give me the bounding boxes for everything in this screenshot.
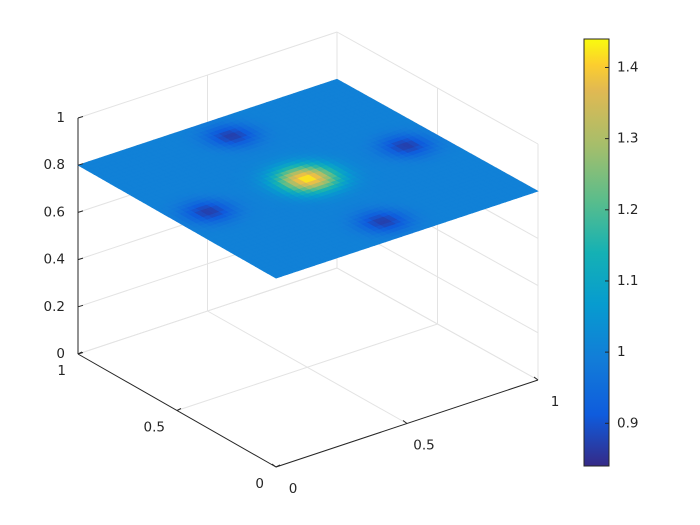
colorbar-tick-label: 1 xyxy=(617,344,626,360)
y-tick-label: 0.5 xyxy=(144,420,165,436)
x-tick-mark xyxy=(271,463,277,468)
colorbar-tick-label: 1.4 xyxy=(617,59,638,75)
z-tick-label: 0.8 xyxy=(44,157,65,173)
z-tick-label: 0.2 xyxy=(44,299,65,315)
colorbar: 0.9 1 1.1 1.2 1.3 1.4 xyxy=(583,38,638,467)
z-tick-mark xyxy=(77,210,84,213)
x-tick-mark xyxy=(402,420,408,424)
z-tick-label: 0.6 xyxy=(44,204,65,220)
z-tick-mark xyxy=(77,163,84,166)
z-tick-label: 0 xyxy=(56,346,65,362)
side-wall-grid-horizontal xyxy=(336,31,539,145)
back-wall-grid-horizontal xyxy=(77,267,338,355)
x-tick-label: 0.5 xyxy=(413,438,434,454)
z-tick-label: 0.4 xyxy=(44,252,65,268)
y-tick-mark xyxy=(77,351,83,355)
z-tick-mark xyxy=(77,116,84,119)
x-tick-mark xyxy=(533,376,539,381)
colorbar-tick-label: 1.2 xyxy=(617,202,638,218)
y-tick-label: 0 xyxy=(255,476,264,492)
colorbar-tick-label: 1.1 xyxy=(617,273,638,289)
colorbar-tick-label: 0.9 xyxy=(617,415,638,431)
back-wall-grid-horizontal xyxy=(77,31,338,119)
surface-plane xyxy=(77,78,539,279)
floor-grid-line-y xyxy=(176,323,438,411)
x-tick-label: 1 xyxy=(551,394,560,410)
y-tick-label: 1 xyxy=(57,363,66,379)
colorbar-tick-label: 1.3 xyxy=(617,131,638,147)
colorbar-gradient xyxy=(583,38,610,467)
side-wall-grid-horizontal xyxy=(336,267,539,381)
z-tick-mark xyxy=(77,304,84,308)
y-tick-mark xyxy=(176,408,182,411)
surface-patch xyxy=(330,78,342,84)
z-tick-mark xyxy=(77,257,84,261)
z-tick-label: 1 xyxy=(56,110,65,126)
y-tick-mark xyxy=(275,464,281,468)
x-tick-label: 0 xyxy=(289,481,298,497)
